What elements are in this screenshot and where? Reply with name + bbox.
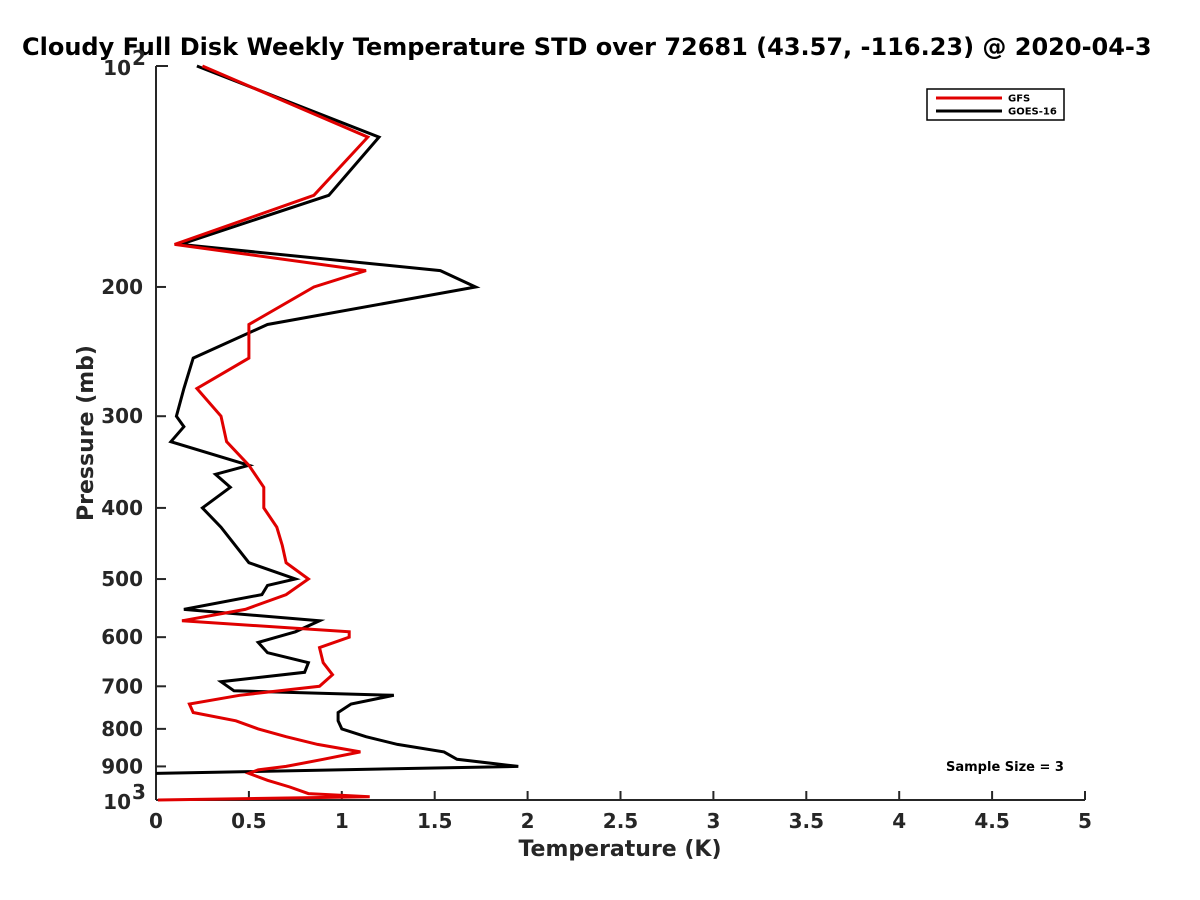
series-line-goes-16 bbox=[155, 64, 519, 775]
y-decade-tick-exponent: 2 bbox=[132, 46, 146, 70]
series-layer bbox=[155, 64, 519, 802]
y-tick-label: 900 bbox=[101, 754, 143, 778]
x-tick-label: 2 bbox=[521, 809, 535, 833]
sample-size-annotation: Sample Size = 3 bbox=[946, 760, 1064, 775]
legend-label-gfs: GFS bbox=[1008, 94, 1030, 105]
y-decade-tick-exponent: 3 bbox=[132, 780, 146, 804]
y-tick-label: 300 bbox=[101, 404, 143, 428]
x-tick-label: 0.5 bbox=[231, 809, 266, 833]
legend-box bbox=[926, 88, 1065, 121]
y-decade-tick-base: 10 bbox=[103, 790, 131, 814]
x-tick-label: 4 bbox=[892, 809, 906, 833]
x-tick-label: 2.5 bbox=[603, 809, 638, 833]
x-tick-label: 1 bbox=[335, 809, 349, 833]
x-tick-label: 0 bbox=[149, 809, 163, 833]
y-tick-label: 500 bbox=[101, 567, 143, 591]
y-tick-label: 600 bbox=[101, 625, 143, 649]
chart-title: Cloudy Full Disk Weekly Temperature STD … bbox=[22, 33, 1152, 61]
legend: GFS GOES-16 bbox=[926, 88, 1065, 121]
y-tick-label: 200 bbox=[101, 275, 143, 299]
x-tick-label: 3 bbox=[706, 809, 720, 833]
y-tick-label: 400 bbox=[101, 496, 143, 520]
x-axis-ticks: 0 0.5 1 1.5 2 2.5 3 3.5 4 4.5 5 bbox=[149, 791, 1092, 833]
series-line-gfs bbox=[157, 64, 371, 802]
x-tick-label: 3.5 bbox=[789, 809, 824, 833]
x-tick-label: 5 bbox=[1078, 809, 1092, 833]
y-tick-label: 700 bbox=[101, 674, 143, 698]
y-axis-label: Pressure (mb) bbox=[74, 345, 99, 521]
x-tick-label: 4.5 bbox=[974, 809, 1009, 833]
x-tick-label: 1.5 bbox=[417, 809, 452, 833]
y-tick-label: 800 bbox=[101, 717, 143, 741]
y-decade-tick-base: 10 bbox=[103, 56, 131, 80]
legend-label-goes-16: GOES-16 bbox=[1008, 107, 1057, 118]
x-axis-label: Temperature (K) bbox=[518, 837, 721, 862]
